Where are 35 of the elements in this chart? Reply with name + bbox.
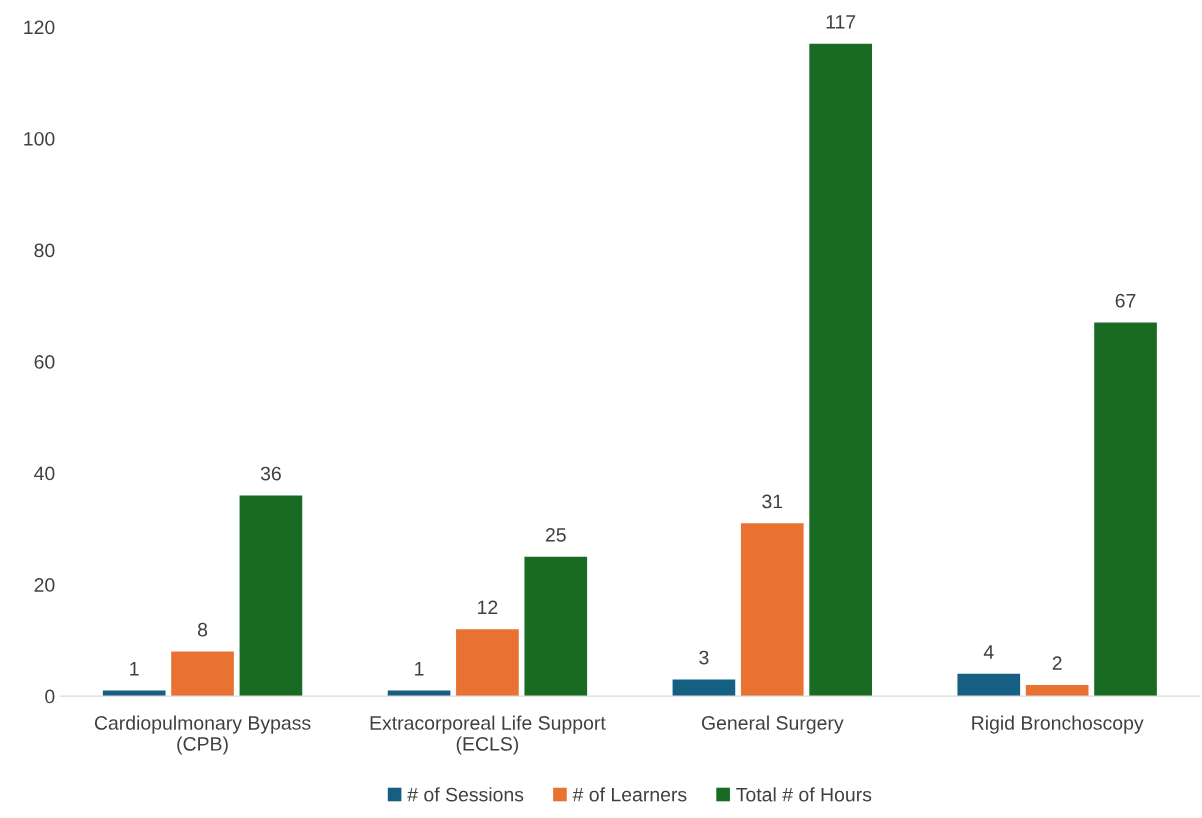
bar xyxy=(1094,322,1157,697)
bar xyxy=(809,43,872,697)
data-label: 12 xyxy=(478,600,498,615)
legend-label: Total # of Hours xyxy=(736,787,872,802)
bar xyxy=(524,556,588,697)
x-tick-label: Rigid Bronchoscopy xyxy=(972,715,1144,734)
x-tick-label: Extracorporeal Life Support (ECLS) xyxy=(370,715,606,755)
y-tick-label: 60 xyxy=(34,355,55,369)
bar xyxy=(957,673,1021,697)
data-label: 2 xyxy=(1052,656,1062,670)
data-label: 3 xyxy=(699,650,709,665)
x-tick-label: Cardiopulmonary Bypass (CPB) xyxy=(94,715,311,755)
y-tick-label: 20 xyxy=(34,578,55,592)
legend-label: # of Learners xyxy=(572,787,687,802)
y-tick-label: 120 xyxy=(24,20,55,35)
bar xyxy=(456,629,519,697)
data-label: 67 xyxy=(1115,293,1136,308)
data-label: 1 xyxy=(130,662,139,676)
bar xyxy=(239,495,303,697)
y-tick-label: 80 xyxy=(34,243,55,258)
bar xyxy=(672,679,736,697)
legend-label: # of Sessions xyxy=(407,787,524,802)
bar xyxy=(171,651,234,697)
y-tick-label: 100 xyxy=(24,131,55,146)
data-label: 4 xyxy=(983,645,994,659)
data-label: 31 xyxy=(762,494,783,509)
data-label: 1 xyxy=(415,662,424,676)
data-label: 25 xyxy=(545,527,566,542)
y-tick-label: 40 xyxy=(34,466,55,481)
x-tick-label: General Surgery xyxy=(701,715,844,734)
y-tick-label: 0 xyxy=(45,689,55,704)
data-label: 117 xyxy=(826,15,856,29)
data-label: 8 xyxy=(197,622,208,637)
bar xyxy=(740,523,804,697)
data-label: 36 xyxy=(260,466,281,481)
